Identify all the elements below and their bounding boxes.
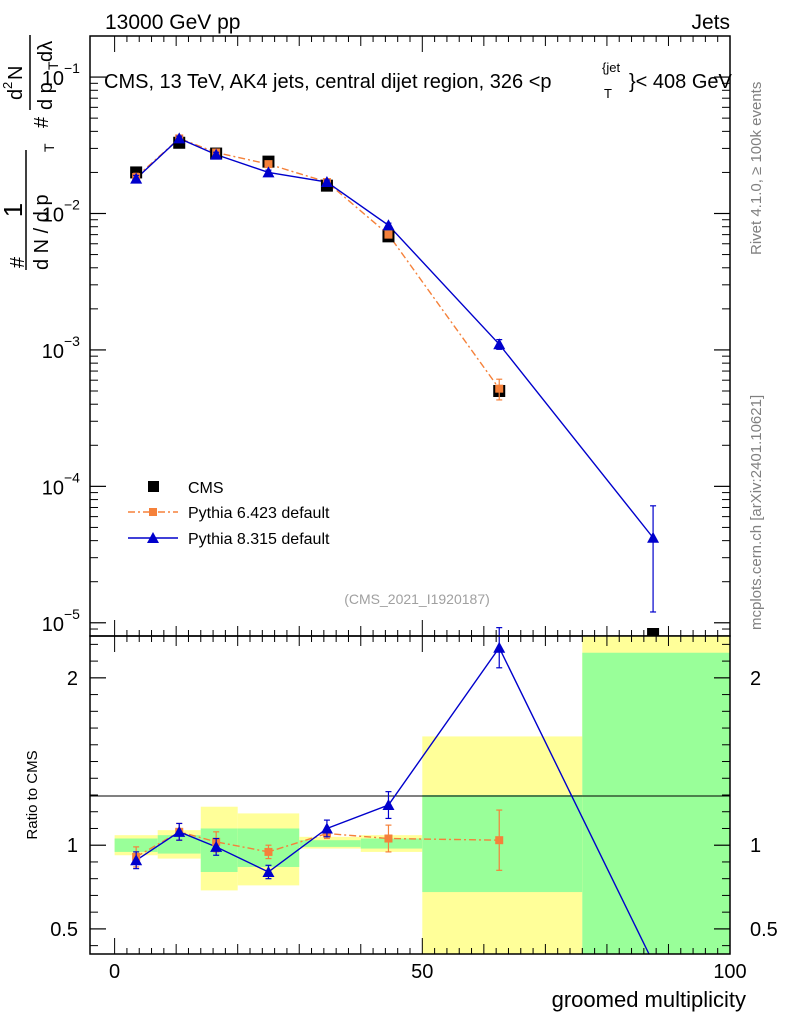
main-plot: 10−110−210−310−410−5 CMS, 13 TeV, AK4 je…	[42, 35, 733, 640]
ylabel-d2-n: N	[5, 66, 27, 80]
y-tick-exponent: −4	[64, 469, 80, 485]
y-tick-exponent: −2	[64, 196, 80, 212]
pythia6-point	[264, 160, 273, 169]
y-tick-exponent: −5	[64, 606, 80, 622]
pythia8-ratio-point	[382, 799, 395, 811]
pythia8-point	[210, 148, 223, 160]
ratio-tick-label: 1	[67, 835, 78, 857]
legend-item-pythia6: Pythia 6.423 default	[128, 505, 330, 522]
y-tick-label: 10	[42, 68, 64, 90]
header-left: 13000 GeV pp	[105, 11, 240, 34]
ratio-plot: 2 2 1 1 0.5 0.5 0 50 100 Ratio to CMS groomed m…	[24, 36, 778, 1012]
main-title: CMS, 13 TeV, AK4 jets, central dijet reg…	[104, 60, 733, 101]
x-ticks: 0 50 100	[109, 36, 747, 983]
ratio-tick-label-right: 0.5	[750, 919, 778, 941]
legend-pythia8-marker	[147, 532, 159, 543]
legend-cms-marker	[148, 481, 159, 492]
ratio-data	[130, 627, 650, 955]
x-tick-label: 50	[411, 961, 433, 983]
pythia8-point	[262, 166, 275, 178]
y-tick-exponent: −3	[64, 333, 80, 349]
ratio-bands	[114, 636, 730, 954]
pythia8-ratio-point	[320, 822, 333, 834]
ylabel-hash-2: #	[31, 116, 53, 128]
legend-pythia6-label: Pythia 6.423 default	[188, 505, 330, 522]
watermark: (CMS_2021_I1920187)	[344, 591, 490, 607]
legend-pythia6-marker	[149, 508, 157, 516]
ylabel-dn-dpt: d N / d p	[31, 194, 53, 270]
ratio-tick-label-right: 2	[750, 668, 761, 690]
header-right: Jets	[691, 11, 730, 34]
mcplots-label: mcplots.cern.ch [arXiv:2401.10621]	[748, 395, 765, 630]
legend-item-cms: CMS	[148, 480, 224, 497]
legend-cms-label: CMS	[188, 480, 224, 497]
ratio-tick-label: 0.5	[50, 919, 78, 941]
y-tick-label: 10	[42, 614, 64, 636]
ratio-band-green	[360, 838, 423, 849]
x-axis-label: groomed multiplicity	[552, 987, 746, 1012]
y-tick-label: 10	[42, 477, 64, 499]
y-tick-label: 10	[42, 204, 64, 226]
ratio-band-green	[582, 652, 730, 954]
ylabel-dpt-2-sub: T	[45, 61, 61, 70]
main-data	[130, 132, 660, 640]
ylabel-dpt-2: d p	[35, 82, 57, 110]
x-tick-label: 0	[109, 961, 120, 983]
pythia8-ratio-line	[135, 646, 650, 955]
ratio-y-ticks: 2 2 1 1 0.5 0.5	[50, 643, 778, 947]
ylabel-dlambda: dλ	[35, 41, 57, 62]
main-plot-frame	[89, 35, 731, 637]
title-sup: {jet	[602, 60, 620, 75]
y-tick-label: 10	[42, 341, 64, 363]
pythia6-ratio-point	[264, 847, 273, 856]
y-tick-exponent: −1	[64, 60, 80, 76]
legend: CMS Pythia 6.423 default Pythia 8.315 de…	[128, 480, 330, 548]
ylabel-hash-1: #	[7, 256, 29, 268]
pythia8-point	[382, 219, 395, 231]
pythia8-point	[493, 338, 506, 350]
main-y-ticks: 10−110−210−310−410−5	[42, 35, 730, 637]
title-tail: }< 408 GeV	[629, 71, 733, 93]
title-text: CMS, 13 TeV, AK4 jets, central dijet reg…	[104, 71, 552, 93]
pythia6-point	[495, 384, 504, 393]
pythia6-point	[384, 230, 393, 239]
pythia6-ratio-point	[495, 836, 504, 845]
x-tick-label: 100	[713, 961, 746, 983]
ratio-band-green	[299, 840, 361, 847]
legend-pythia8-label: Pythia 8.315 default	[188, 531, 330, 548]
pythia6-ratio-point	[384, 834, 393, 843]
pythia8-point	[320, 176, 333, 188]
ratio-band-green	[114, 838, 158, 852]
ylabel-d2: d	[5, 89, 27, 100]
ratio-y-axis-label: Ratio to CMS	[24, 750, 41, 839]
main-y-axis-label: # 1 d N / d p T # d 2 N d p T dλ	[0, 35, 61, 270]
pythia8-ratio-point	[262, 865, 275, 877]
pythia8-ratio-point	[173, 825, 186, 837]
pythia8-ratio-point	[210, 840, 223, 852]
pythia8-ratio-point	[493, 641, 506, 653]
title-sub: T	[604, 86, 612, 101]
ylabel-d2-sup: 2	[0, 82, 15, 89]
ylabel-dpt-sub: T	[41, 143, 57, 152]
ylabel-one: 1	[0, 203, 28, 217]
pythia6-line	[135, 137, 500, 390]
pythia8-ratio-point	[130, 854, 143, 866]
pythia8-point	[130, 172, 143, 184]
legend-item-pythia8: Pythia 8.315 default	[128, 531, 330, 548]
pythia8-line	[135, 137, 654, 539]
pythia8-point	[647, 531, 660, 543]
pythia8-point	[173, 132, 186, 144]
ratio-tick-label-right: 1	[750, 835, 761, 857]
ratio-tick-label: 2	[67, 668, 78, 690]
rivet-label: Rivet 4.1.0, ≥ 100k events	[748, 82, 765, 255]
